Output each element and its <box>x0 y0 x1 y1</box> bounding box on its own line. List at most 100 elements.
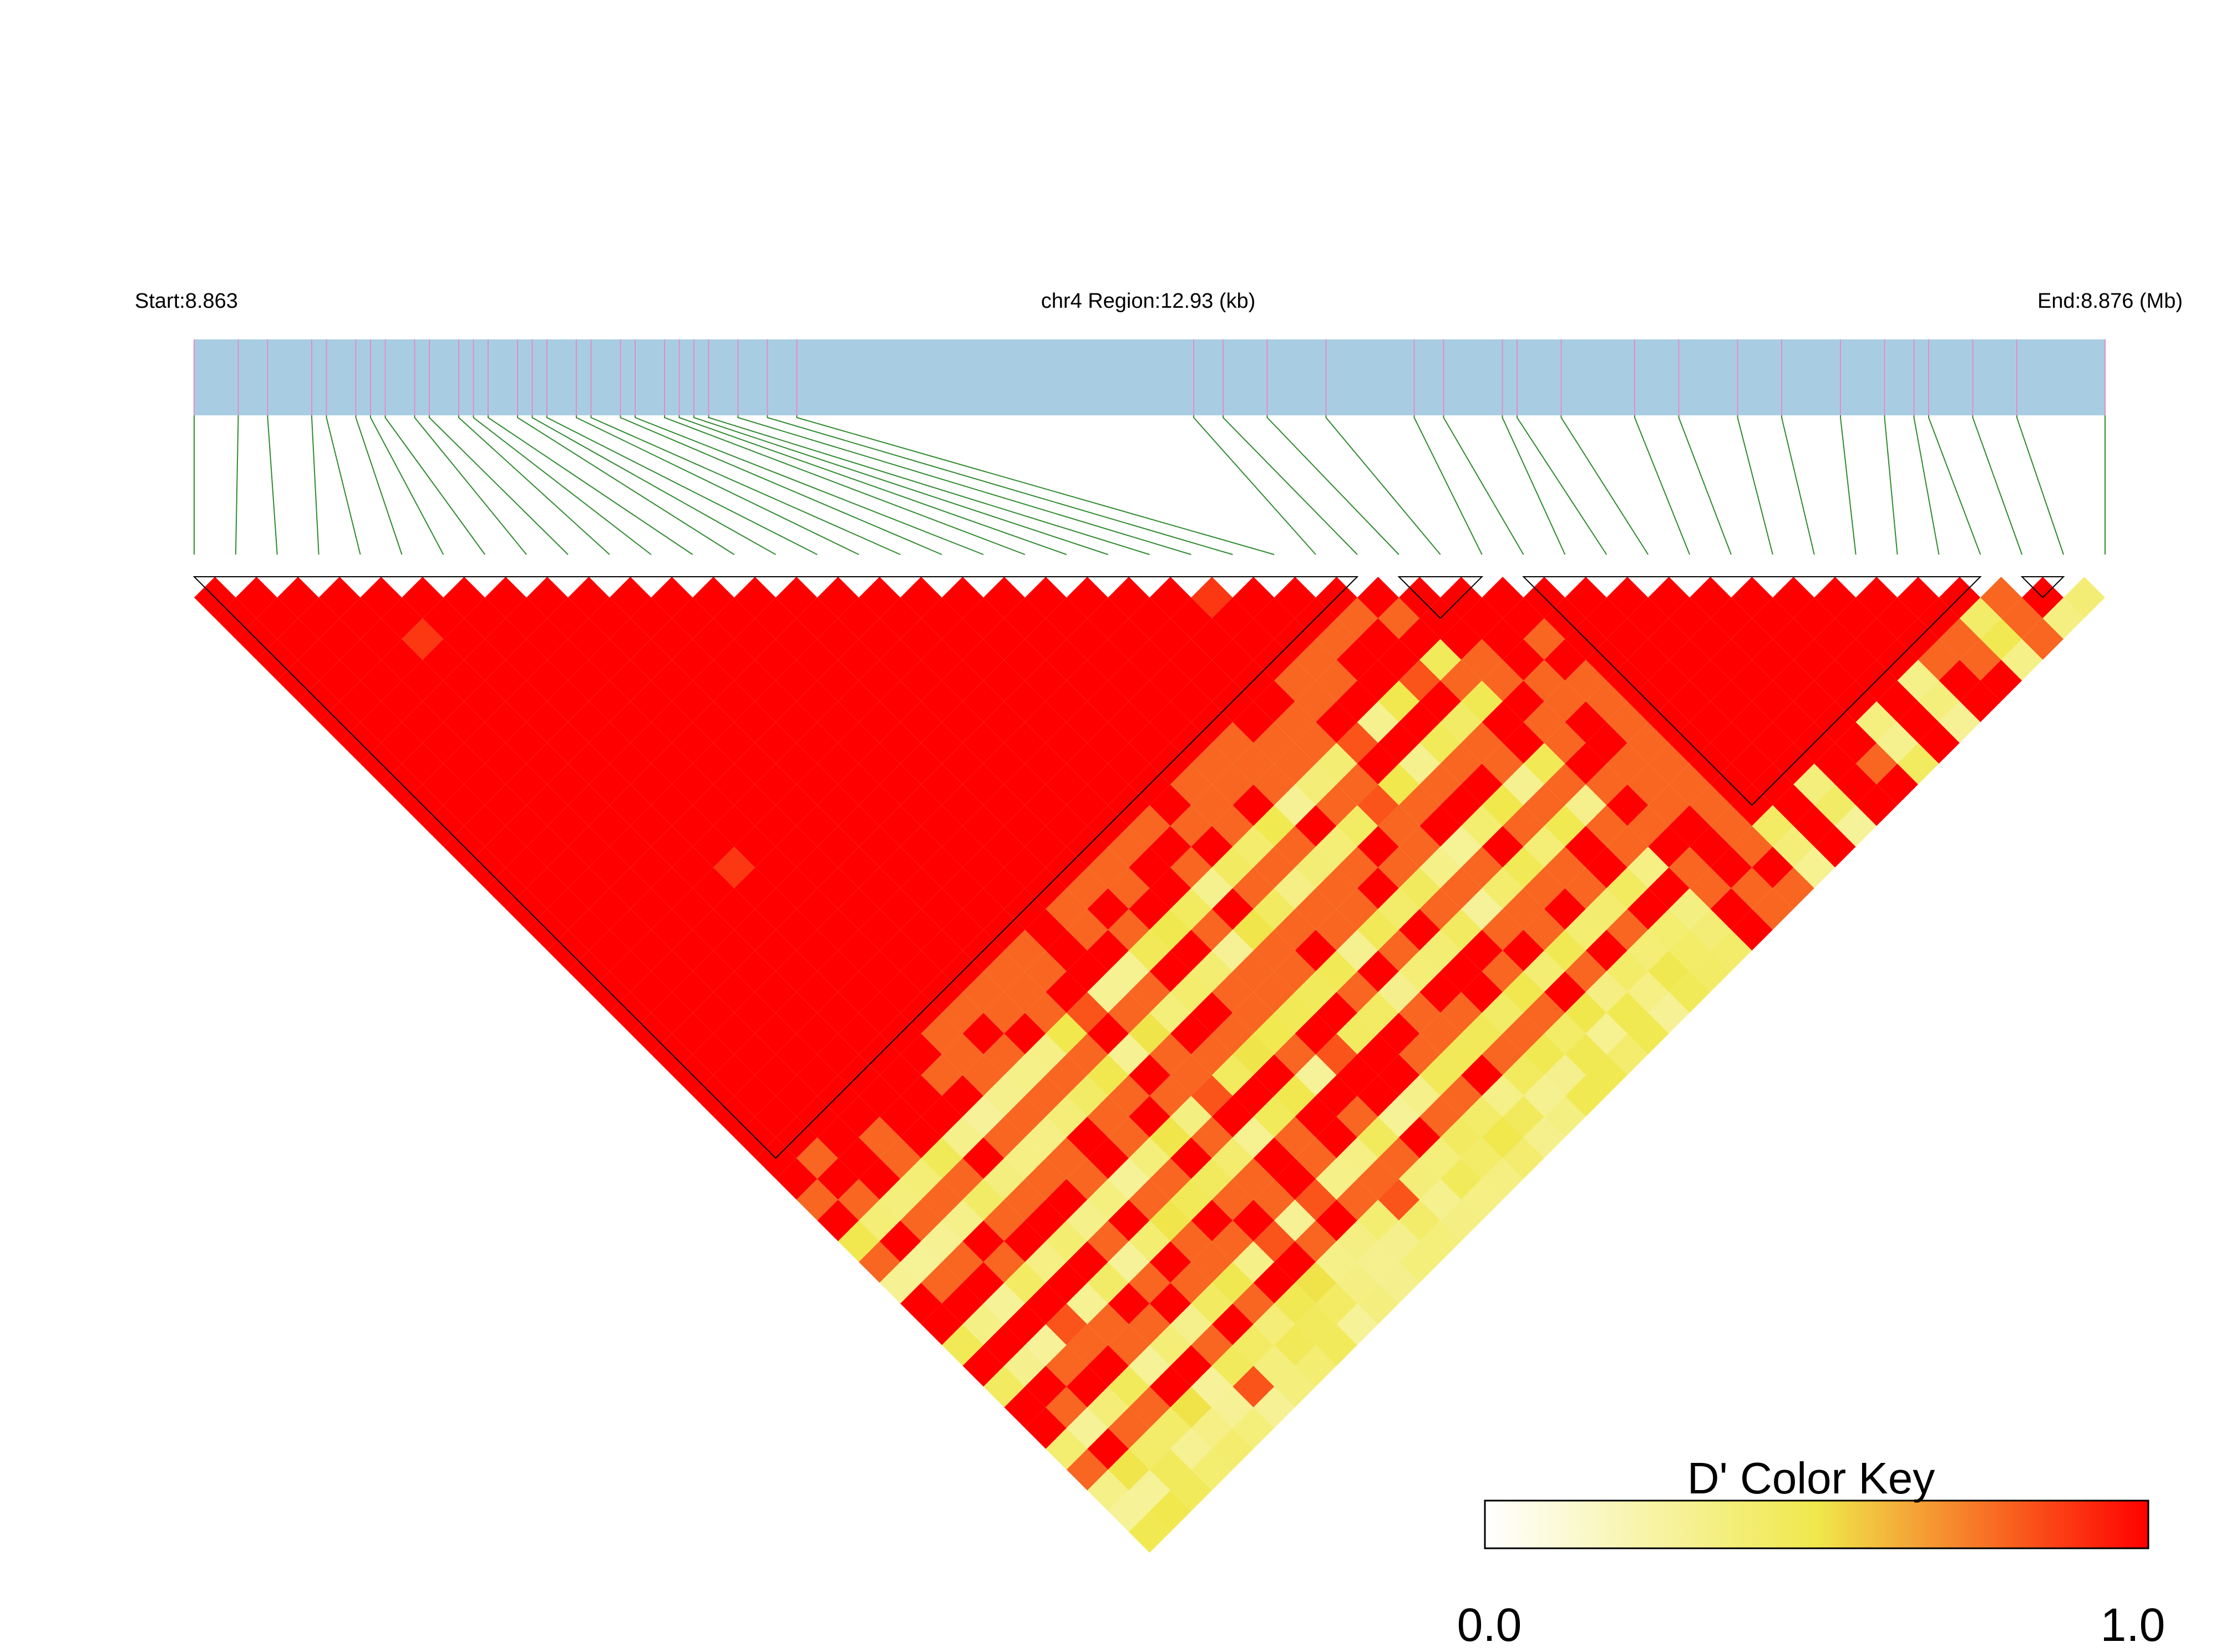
ld-cell <box>1316 992 1357 1034</box>
ld-cell <box>1108 1116 1150 1158</box>
ld-cell <box>1087 1178 1129 1221</box>
ld-cell <box>1523 743 1565 785</box>
ld-cell <box>1316 1116 1357 1158</box>
ld-cell <box>859 909 901 951</box>
ld-cell <box>1233 826 1275 868</box>
ld-cell <box>1336 1262 1378 1304</box>
ld-cell <box>962 1096 1005 1138</box>
ld-cell <box>1066 867 1108 909</box>
ld-cell <box>817 1158 859 1200</box>
ld-cell <box>443 659 485 702</box>
ld-cell <box>1419 722 1462 764</box>
ld-cell <box>1274 1324 1316 1366</box>
ld-cell <box>1855 784 1898 826</box>
ld-cell <box>1211 929 1254 972</box>
ld-cell <box>921 1262 963 1304</box>
ld-cell <box>2042 597 2085 639</box>
ld-cell <box>879 1054 921 1096</box>
ld-cell <box>1336 929 1378 972</box>
ld-cell <box>589 722 631 764</box>
ld-cell <box>1461 722 1503 764</box>
ld-cell <box>1690 618 1731 660</box>
ld-cell <box>1648 659 1690 702</box>
ld-cell <box>900 826 942 868</box>
ld-cell <box>1191 743 1233 785</box>
ld-cell <box>1669 764 1711 805</box>
ld-cell <box>1440 826 1482 868</box>
ld-cell <box>921 1178 963 1221</box>
ld-cell <box>609 659 651 702</box>
snp-connector <box>620 415 942 555</box>
ld-cell <box>1066 743 1108 785</box>
ld-cell <box>1274 867 1316 909</box>
ld-cell <box>1814 659 1856 702</box>
chromosome-track <box>194 339 2105 415</box>
ld-cell <box>1316 659 1357 702</box>
ld-cell <box>1046 1096 1088 1138</box>
ld-cell <box>817 1033 859 1075</box>
ld-cell <box>1233 1033 1275 1075</box>
ld-cell <box>1877 722 1918 764</box>
ld-cell <box>1170 888 1212 930</box>
ld-cell <box>1752 722 1794 764</box>
snp-connector <box>1266 415 1399 555</box>
ld-cell <box>692 659 734 702</box>
ld-cell <box>1585 680 1627 723</box>
ld-cell <box>1585 929 1627 972</box>
ld-cell <box>921 888 963 930</box>
ld-cell <box>1025 826 1067 868</box>
ld-cell <box>589 639 631 681</box>
ld-cell <box>1233 1407 1275 1449</box>
ld-cell <box>464 764 506 805</box>
ld-cell <box>1357 950 1399 992</box>
ld-cell <box>360 577 402 618</box>
ld-cell <box>1295 1303 1337 1345</box>
ld-cell <box>1129 805 1170 847</box>
ld-cell <box>1503 764 1544 805</box>
snp-connector <box>1223 415 1358 555</box>
ld-cell <box>900 1033 942 1075</box>
ld-cell <box>1025 909 1067 951</box>
ld-cell <box>1710 846 1752 888</box>
ld-cell <box>1544 764 1586 805</box>
ld-cell <box>1004 805 1046 847</box>
ld-cell <box>1503 1137 1544 1179</box>
ld-cell <box>1544 805 1586 847</box>
ld-cell <box>1253 764 1295 805</box>
ld-cell <box>1087 722 1129 764</box>
ld-cell <box>1482 618 1524 660</box>
ld-cell <box>1585 597 1627 639</box>
ld-cell <box>1440 701 1482 743</box>
ld-cell <box>1087 1345 1129 1387</box>
ld-cell <box>505 846 547 888</box>
ld-cell <box>838 1137 880 1179</box>
ld-cell <box>381 722 423 764</box>
ld-cell <box>1523 1033 1565 1075</box>
ld-cell <box>1170 971 1212 1013</box>
ld-cell <box>1004 680 1046 723</box>
snp-connector <box>664 415 1026 555</box>
ld-cell <box>962 764 1005 805</box>
ld-cell <box>1025 618 1067 660</box>
snp-connector <box>384 415 486 555</box>
ld-cell <box>1274 1075 1316 1117</box>
snp-connector <box>2016 415 2065 555</box>
ld-cell <box>796 764 838 805</box>
ld-cell <box>1398 992 1441 1034</box>
ld-cell <box>983 950 1025 992</box>
ld-cell <box>692 577 734 618</box>
ld-cell <box>1918 722 1960 764</box>
ld-cell <box>1170 929 1212 972</box>
ld-cell <box>1357 1241 1399 1283</box>
ld-cell <box>1211 597 1254 639</box>
ld-cell <box>339 639 382 681</box>
ld-cell <box>464 597 506 639</box>
ld-block-outline <box>1397 576 1484 619</box>
ld-cell <box>547 597 589 639</box>
ld-cell <box>422 680 464 723</box>
ld-cell <box>485 659 527 702</box>
ld-cell <box>1233 784 1275 826</box>
ld-cell <box>1025 1199 1067 1242</box>
ld-cell <box>1710 888 1752 930</box>
ld-cell <box>1648 618 1690 660</box>
